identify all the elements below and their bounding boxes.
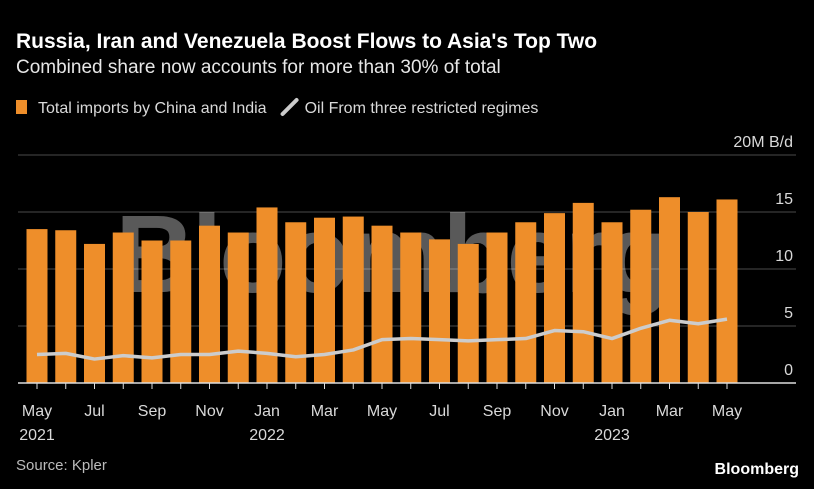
bar xyxy=(170,240,192,383)
x-tick-label: Jan 2023 xyxy=(594,403,630,444)
x-tick-label: Mar xyxy=(656,403,684,420)
chart-subtitle: Combined share now accounts for more tha… xyxy=(16,57,501,78)
chart-title: Russia, Iran and Venezuela Boost Flows t… xyxy=(16,30,597,53)
y-tick-label: 0 xyxy=(784,362,793,379)
legend-label: Total imports by China and India xyxy=(38,100,267,117)
bar xyxy=(486,232,508,383)
bar xyxy=(687,212,709,383)
x-tick-label: May 2021 xyxy=(19,403,55,444)
x-tick-label: Nov xyxy=(540,403,568,420)
legend: Total imports by China and India Oil From… xyxy=(16,98,539,117)
bar xyxy=(601,222,623,383)
bar xyxy=(285,222,307,383)
bar xyxy=(400,232,422,383)
brand-logo: Bloomberg xyxy=(715,461,799,478)
x-tick-label: Jan 2022 xyxy=(249,403,285,444)
x-tick-label: Sep xyxy=(138,403,167,420)
x-tick-label: Nov xyxy=(195,403,223,420)
y-tick-label: 15 xyxy=(775,191,793,208)
bar xyxy=(84,243,105,383)
bar xyxy=(544,213,565,383)
bar xyxy=(429,239,450,383)
bar xyxy=(716,199,738,383)
bar xyxy=(314,217,335,383)
bar xyxy=(55,230,77,383)
bar xyxy=(457,243,479,383)
bar xyxy=(572,202,594,383)
line xyxy=(36,317,728,361)
legend-swatch xyxy=(16,100,27,114)
x-tick-label: May xyxy=(367,403,397,420)
y-tick-label: 10 xyxy=(775,248,793,265)
y-tick-label: 5 xyxy=(784,305,793,322)
bar xyxy=(371,225,393,383)
legend-swatch xyxy=(280,98,299,116)
bar xyxy=(515,222,537,383)
source: Source: Kpler xyxy=(16,457,107,474)
bar xyxy=(199,225,220,383)
x-tick-label: Jul xyxy=(84,403,104,420)
legend-label: Oil From three restricted regimes xyxy=(305,100,539,117)
bar xyxy=(256,207,278,383)
bar xyxy=(659,197,680,383)
bar xyxy=(227,232,249,383)
bar xyxy=(141,240,163,383)
y-tick-label: 20M B/d xyxy=(733,134,793,151)
x-tick-label: May xyxy=(712,403,742,420)
x-tick-label: Mar xyxy=(311,403,339,420)
bar xyxy=(112,232,134,383)
x-tick-label: Jul xyxy=(429,403,449,420)
bar xyxy=(630,209,652,383)
x-tick-label: Sep xyxy=(483,403,512,420)
bar xyxy=(26,229,48,383)
bar xyxy=(342,216,364,383)
